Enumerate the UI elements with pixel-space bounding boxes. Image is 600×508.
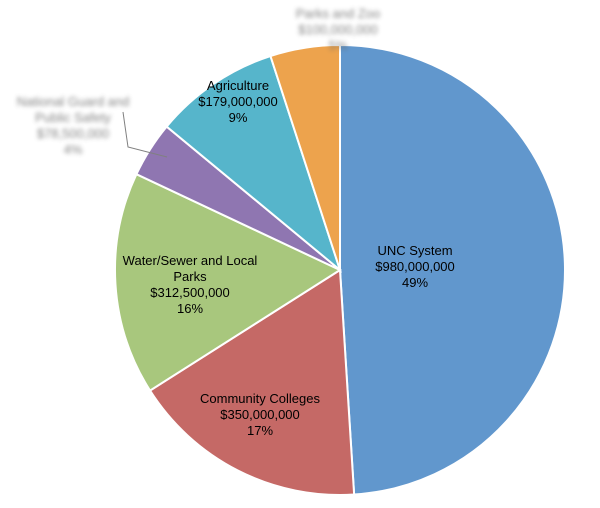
slice-pct-ng: 4% <box>64 142 83 157</box>
slice-name-ng: Public Safety <box>35 110 111 125</box>
pie-chart: UNC System$980,000,00049% Community Colle… <box>0 0 600 508</box>
slice-pct-pz: 5% <box>329 38 348 53</box>
slice-amount-ng: $78,500,000 <box>37 126 109 141</box>
slice-pct-cc: 17% <box>247 423 273 438</box>
slice-pct-ag: 9% <box>229 110 248 125</box>
slice-pct-wslp: 16% <box>177 301 203 316</box>
slice-amount-unc: $980,000,000 <box>375 259 455 274</box>
slice-name-wslp: Water/Sewer and Local <box>123 253 258 268</box>
slice-name-wslp: Parks <box>173 269 207 284</box>
slice-name-pz: Parks and Zoo <box>296 6 381 21</box>
slice-amount-pz: $100,000,000 <box>298 22 378 37</box>
slice-name-unc: UNC System <box>377 243 452 258</box>
slice-name-ng: National Guard and <box>17 94 130 109</box>
slice-amount-ag: $179,000,000 <box>198 94 278 109</box>
slice-pct-unc: 49% <box>402 275 428 290</box>
slice-amount-wslp: $312,500,000 <box>150 285 230 300</box>
slice-name-ag: Agriculture <box>207 78 269 93</box>
slice-label-ng: National Guard andPublic Safety$78,500,0… <box>17 94 130 157</box>
slice-name-cc: Community Colleges <box>200 391 320 406</box>
slice-amount-cc: $350,000,000 <box>220 407 300 422</box>
